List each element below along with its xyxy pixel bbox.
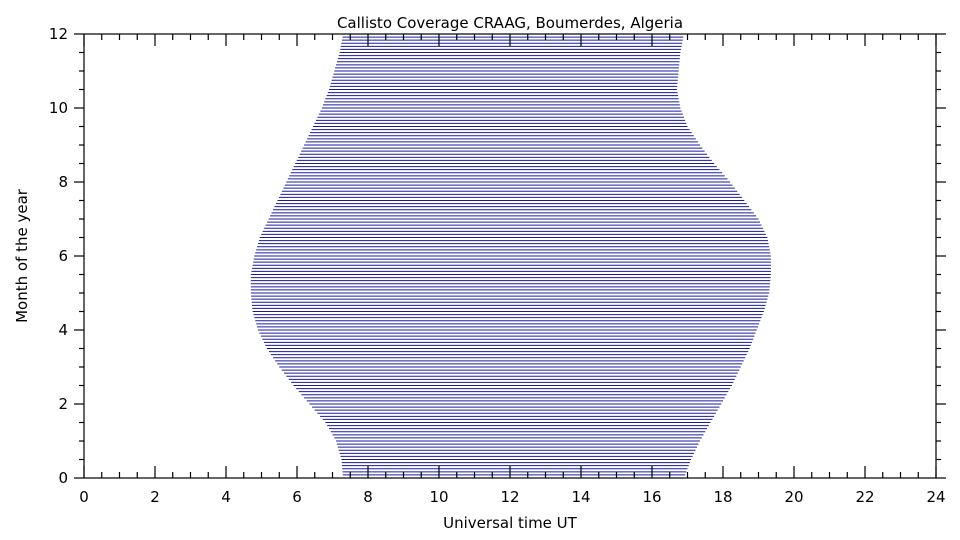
chart-title: Callisto Coverage CRAAG, Boumerdes, Alge… (337, 14, 683, 32)
y-tick-label: 6 (58, 247, 68, 265)
y-tick-labels: 0 2 4 6 8 10 12 (49, 25, 68, 487)
y-axis-label: Month of the year (13, 188, 31, 323)
y-tick-label: 2 (58, 395, 68, 413)
x-tick-label: 14 (571, 488, 590, 506)
x-tick-label: 24 (926, 488, 945, 506)
x-tick-label: 4 (221, 488, 231, 506)
x-tick-label: 2 (150, 488, 160, 506)
x-tick-label: 20 (784, 488, 803, 506)
x-tick-label: 16 (642, 488, 661, 506)
y-tick-label: 0 (58, 469, 68, 487)
axis-ticks (74, 33, 946, 479)
y-tick-label: 4 (58, 321, 68, 339)
x-tick-label: 22 (855, 488, 874, 506)
y-tick-label: 10 (49, 99, 68, 117)
y-tick-label: 12 (49, 25, 68, 43)
x-axis-label: Universal time UT (443, 514, 578, 532)
x-tick-labels: 0 2 4 6 8 10 12 14 16 18 20 22 24 (79, 488, 945, 506)
coverage-band (250, 36, 771, 479)
x-tick-label: 10 (429, 488, 448, 506)
x-tick-label: 12 (500, 488, 519, 506)
x-tick-label: 0 (79, 488, 89, 506)
x-tick-label: 8 (363, 488, 373, 506)
y-tick-label: 8 (58, 173, 68, 191)
x-tick-label: 6 (292, 488, 302, 506)
x-tick-label: 18 (713, 488, 732, 506)
